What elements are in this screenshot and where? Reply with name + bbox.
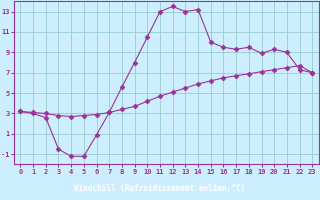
Text: Windchill (Refroidissement éolien,°C): Windchill (Refroidissement éolien,°C) <box>75 184 245 192</box>
